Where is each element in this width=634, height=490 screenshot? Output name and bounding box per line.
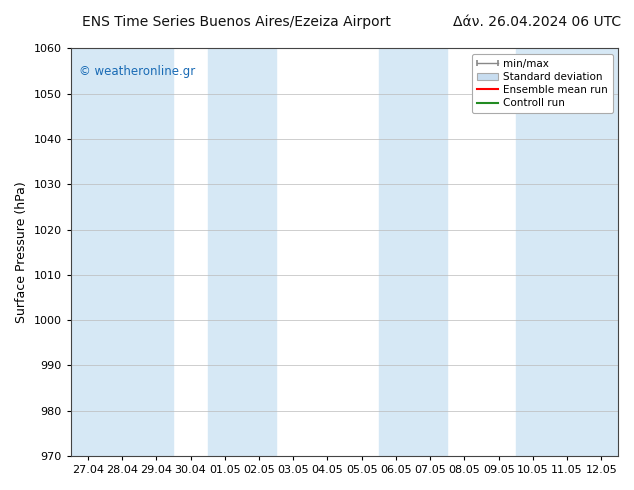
Text: Δάν. 26.04.2024 06 UTC: Δάν. 26.04.2024 06 UTC <box>453 15 621 29</box>
Bar <box>516 49 619 456</box>
Y-axis label: Surface Pressure (hPa): Surface Pressure (hPa) <box>15 181 28 323</box>
Text: ENS Time Series Buenos Aires/Ezeiza Airport: ENS Time Series Buenos Aires/Ezeiza Airp… <box>82 15 391 29</box>
Bar <box>71 49 174 456</box>
Bar <box>379 49 448 456</box>
Legend: min/max, Standard deviation, Ensemble mean run, Controll run: min/max, Standard deviation, Ensemble me… <box>472 53 613 113</box>
Bar <box>208 49 276 456</box>
Text: © weatheronline.gr: © weatheronline.gr <box>79 65 195 78</box>
